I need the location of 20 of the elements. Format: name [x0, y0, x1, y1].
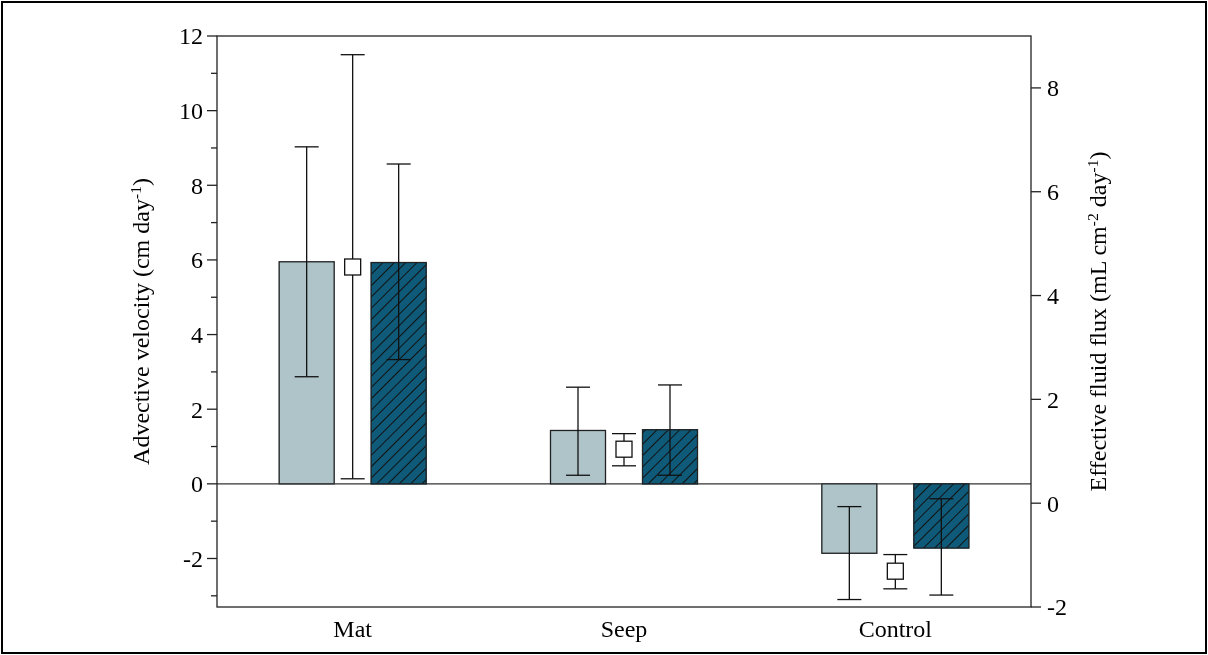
y2-tick-label: 2	[1047, 386, 1059, 413]
y-tick-label: 10	[179, 98, 203, 125]
y2-tick-label: 6	[1047, 179, 1059, 206]
y-tick-label: 0	[191, 471, 203, 498]
x-tick-label: Seep	[600, 616, 648, 642]
point	[615, 440, 633, 458]
x-tick-label: Mat	[333, 616, 373, 642]
y2-tick-label: 4	[1047, 282, 1059, 309]
x-tick-label: Control	[858, 616, 933, 642]
y-tick-label: 12	[179, 23, 203, 50]
y2-tick-label: 0	[1047, 490, 1059, 517]
y-tick-label: 6	[191, 247, 203, 274]
y2-tick-label: -2	[1047, 594, 1067, 621]
y-tick-label: 2	[191, 396, 203, 423]
y-tick-label: -2	[183, 545, 203, 572]
point	[886, 562, 904, 580]
point	[344, 258, 362, 276]
y-tick-label: 8	[191, 172, 203, 199]
y-tick-label: 4	[191, 321, 203, 348]
y2-tick-label: 8	[1047, 75, 1059, 102]
